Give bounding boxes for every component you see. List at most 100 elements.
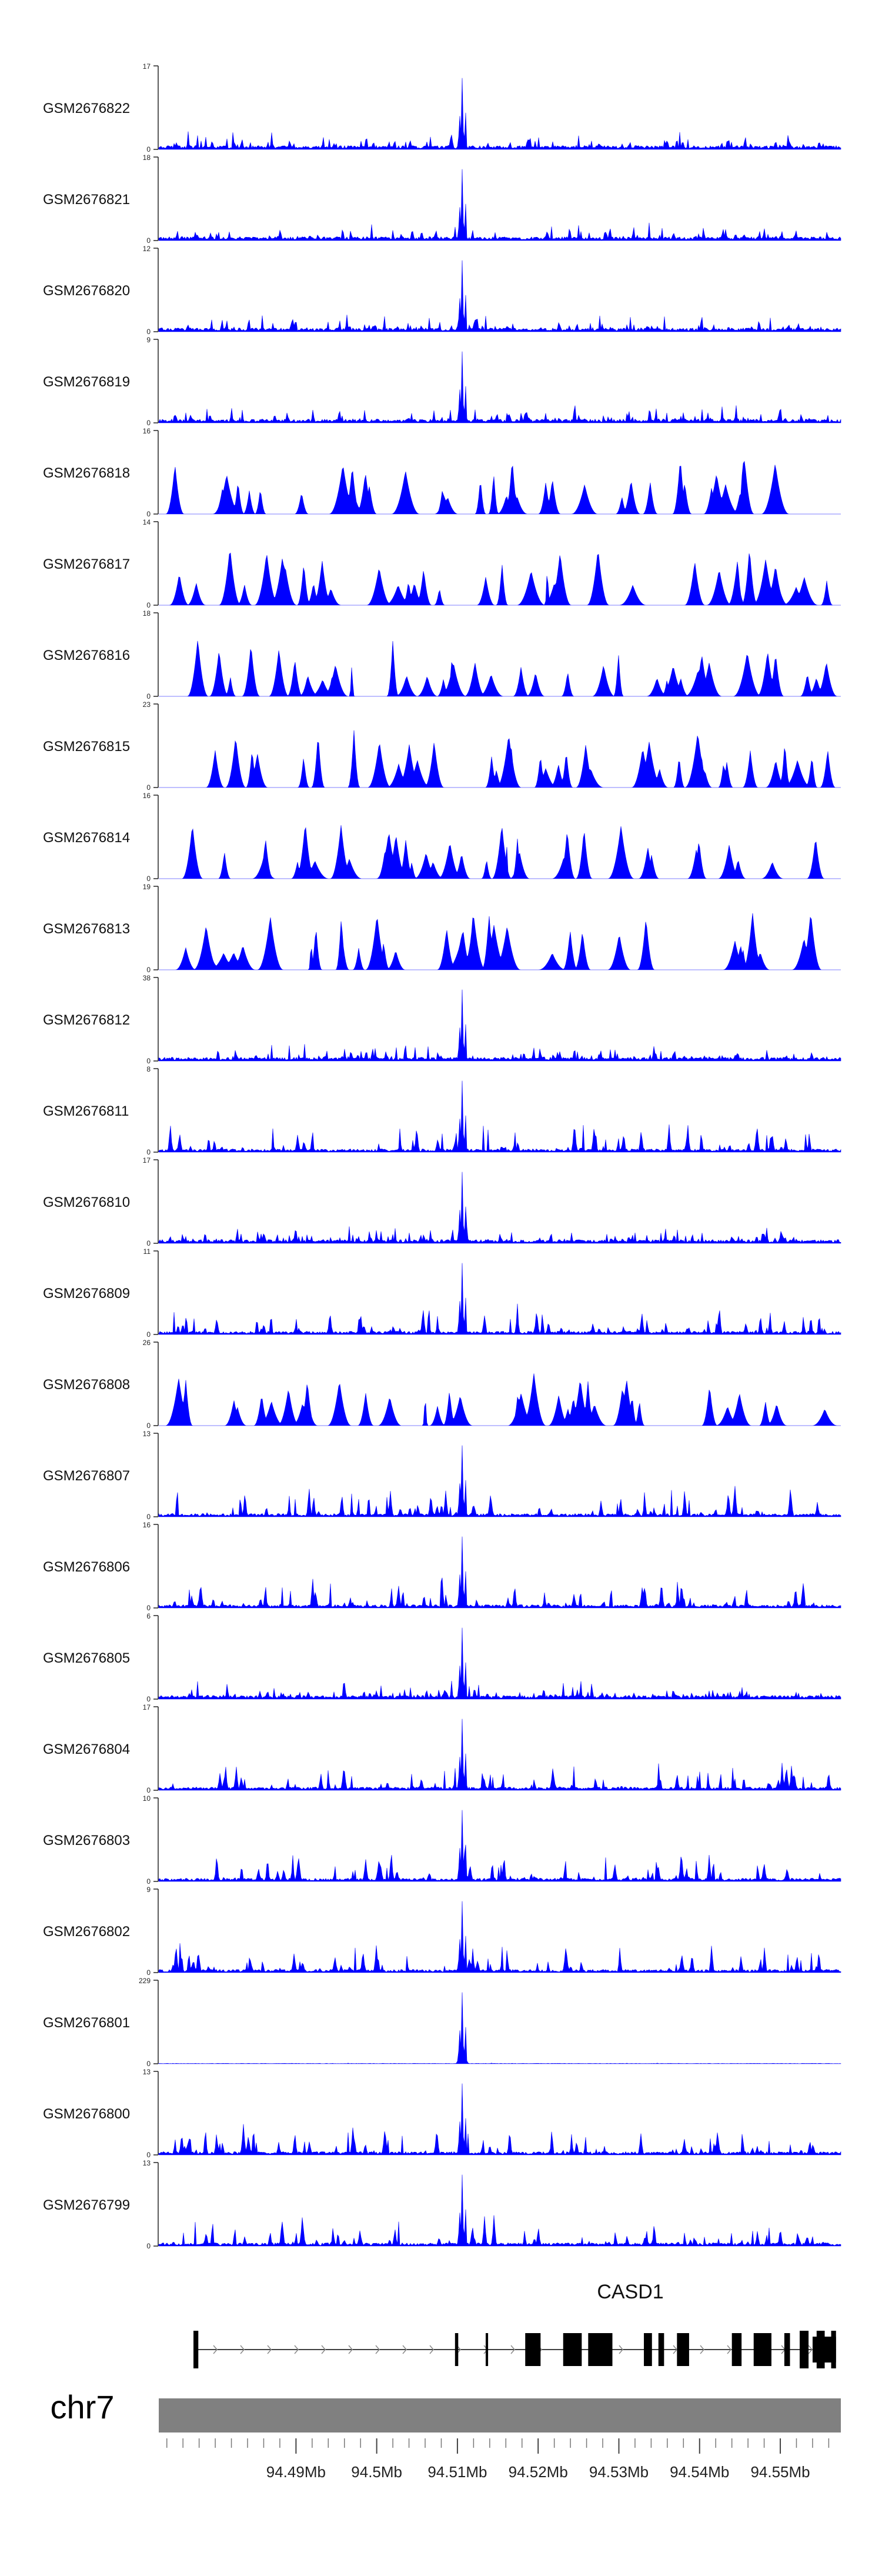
coverage-track: GSM2676804 17 0 [43, 1703, 841, 1794]
coverage-area [159, 461, 841, 515]
track-ymin-label: 0 [146, 145, 151, 154]
track-ymax-label: 9 [146, 1886, 151, 1894]
coverage-track: GSM2676803 10 0 [43, 1794, 841, 1886]
coverage-track: GSM2676808 26 0 [43, 1339, 841, 1430]
coverage-track: GSM2676812 38 0 [43, 974, 841, 1065]
chromosome-label: chr7 [51, 2388, 115, 2425]
coverage-track: GSM2676813 19 0 [43, 883, 841, 974]
coverage-area [158, 1810, 841, 1882]
track-ymin-label: 0 [146, 1604, 151, 1612]
gene-exon [784, 2333, 790, 2366]
track-ymin-label: 0 [146, 966, 151, 974]
coverage-area [158, 1536, 841, 1609]
strand-arrow [727, 2345, 732, 2354]
gene-exon [644, 2333, 652, 2366]
track-label: GSM2676807 [43, 1468, 130, 1484]
track-ymax-label: 10 [143, 1794, 151, 1803]
track-ymin-label: 0 [146, 1513, 151, 1521]
track-ymax-label: 18 [143, 609, 151, 618]
coverage-tracks: GSM2676822170GSM2676821180GSM2676820120G… [43, 62, 841, 2250]
coverage-area [158, 1080, 841, 1153]
track-label: GSM2676812 [43, 1012, 130, 1028]
strand-arrow [402, 2345, 407, 2354]
strand-arrow [429, 2345, 435, 2354]
coverage-area [159, 552, 841, 606]
coverage-track: GSM2676799 13 0 [43, 2159, 841, 2250]
track-ymax-label: 17 [143, 1703, 151, 1711]
axis-tick-label: 94.51Mb [427, 2463, 487, 2481]
strand-arrow [808, 2345, 813, 2354]
track-ymax-label: 19 [143, 883, 151, 891]
gene-exon [799, 2331, 809, 2368]
track-label: GSM2676805 [43, 1650, 130, 1666]
track-ymin-label: 0 [146, 2242, 151, 2250]
gene-exon [485, 2333, 489, 2366]
strand-arrow [510, 2345, 516, 2354]
track-ymax-label: 38 [143, 974, 151, 982]
track-ymax-label: 18 [143, 154, 151, 162]
coverage-track: GSM2676806 16 0 [43, 1521, 841, 1612]
coverage-area [158, 78, 841, 150]
track-ymin-label: 0 [146, 510, 151, 518]
chromosome-ideogram: chr7 [51, 2388, 841, 2432]
chromosome-band [159, 2398, 841, 2432]
track-ymax-label: 12 [143, 245, 151, 253]
coverage-track: GSM2676800 13 0 [43, 2068, 841, 2159]
gene-exon [455, 2333, 459, 2366]
track-label: GSM2676803 [43, 1833, 130, 1848]
coverage-area [158, 2174, 841, 2247]
coverage-area [158, 1172, 841, 1244]
coverage-track: GSM2676821 18 0 [43, 154, 841, 245]
track-label: GSM2676800 [43, 2106, 130, 2122]
gene-exon [563, 2333, 582, 2366]
track-ymin-label: 0 [146, 2151, 151, 2159]
track-ymin-label: 0 [146, 2060, 151, 2068]
track-label: GSM2676816 [43, 648, 130, 663]
coverage-track: GSM2676807 13 0 [43, 1430, 841, 1521]
track-ymax-label: 17 [143, 62, 151, 71]
coverage-track: GSM2676819 9 0 [43, 336, 841, 427]
track-ymax-label: 11 [143, 1247, 151, 1256]
coverage-area [158, 989, 841, 1062]
axis-tick-label: 94.52Mb [509, 2463, 568, 2481]
track-ymax-label: 229 [139, 1977, 151, 1985]
track-label: GSM2676809 [43, 1286, 130, 1302]
track-ymin-label: 0 [146, 236, 151, 245]
track-ymin-label: 0 [146, 1877, 151, 1886]
gene-model: CASD1 [193, 2281, 836, 2368]
gene-exon [731, 2333, 742, 2366]
track-label: GSM2676811 [43, 1103, 129, 1119]
coverage-track: GSM2676811 8 0 [43, 1065, 841, 1156]
track-ymin-label: 0 [146, 1239, 151, 1247]
track-label: GSM2676813 [43, 921, 130, 937]
track-ymin-label: 0 [146, 1968, 151, 1977]
gene-exon [588, 2333, 613, 2366]
track-ymin-label: 0 [146, 1057, 151, 1065]
axis-tick-label: 94.55Mb [750, 2463, 810, 2481]
coverage-area [158, 351, 841, 423]
track-label: GSM2676820 [43, 283, 130, 299]
track-label: GSM2676801 [43, 2015, 130, 2031]
track-label: GSM2676814 [43, 830, 130, 846]
track-label: GSM2676810 [43, 1194, 130, 1210]
strand-arrow [240, 2345, 245, 2354]
coverage-area [159, 825, 841, 879]
axis-tick-label: 94.53Mb [589, 2463, 649, 2481]
coverage-area [158, 1263, 841, 1335]
track-ymin-label: 0 [146, 1330, 151, 1339]
gene-exon [658, 2333, 664, 2366]
strand-arrow [213, 2345, 218, 2354]
track-ymin-label: 0 [146, 875, 151, 883]
axis-tick-label: 94.54Mb [670, 2463, 729, 2481]
coverage-track: GSM2676816 18 0 [43, 609, 841, 700]
coverage-track: GSM2676815 23 0 [43, 700, 841, 792]
track-ymax-label: 16 [143, 427, 151, 435]
track-label: GSM2676822 [43, 101, 130, 116]
axis-tick-label: 94.5Mb [351, 2463, 402, 2481]
strand-arrow [619, 2345, 624, 2354]
track-ymin-label: 0 [146, 328, 151, 336]
coverage-area [158, 2083, 841, 2155]
coverage-area [159, 730, 841, 788]
strand-arrow [294, 2345, 299, 2354]
gene-exon [677, 2333, 689, 2366]
